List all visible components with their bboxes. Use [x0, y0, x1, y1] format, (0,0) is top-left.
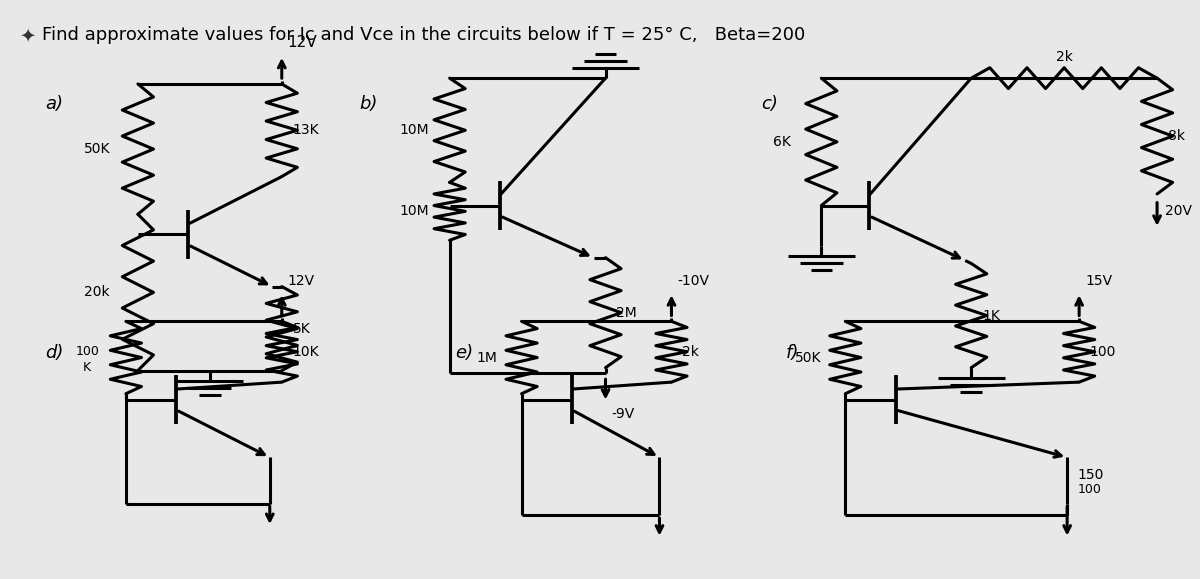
Text: 6K: 6K [773, 135, 791, 149]
Text: 20k: 20k [84, 285, 109, 299]
Text: 10M: 10M [400, 204, 428, 218]
Text: 12V: 12V [288, 35, 317, 50]
Text: a): a) [46, 95, 64, 113]
Text: 8k: 8k [1168, 129, 1184, 143]
Text: 1M: 1M [476, 350, 497, 365]
Text: Find approximate values for Ic and Vce in the circuits below if T = 25° C,   Bet: Find approximate values for Ic and Vce i… [42, 26, 805, 44]
Text: 50K: 50K [794, 350, 822, 365]
Text: 100: 100 [1078, 483, 1102, 496]
Text: 100: 100 [1090, 345, 1116, 359]
Text: ✦: ✦ [19, 26, 36, 45]
Text: 13K: 13K [293, 123, 319, 137]
Text: 150: 150 [1078, 468, 1104, 482]
Text: 2M: 2M [617, 306, 637, 320]
Text: 1K: 1K [982, 309, 1000, 323]
Text: e): e) [456, 344, 474, 362]
Text: 50K: 50K [84, 142, 110, 156]
Text: 100: 100 [76, 345, 100, 358]
Text: -10V: -10V [678, 274, 709, 288]
Text: 10M: 10M [400, 123, 428, 137]
Text: 20V: 20V [1165, 204, 1193, 218]
Text: f): f) [785, 344, 799, 362]
Text: 5K: 5K [293, 321, 311, 336]
Text: -9V: -9V [612, 407, 635, 421]
Text: 2k: 2k [1056, 50, 1073, 64]
Text: d): d) [46, 344, 64, 362]
Text: K: K [83, 361, 91, 375]
Text: 12V: 12V [288, 274, 314, 288]
Text: 15V: 15V [1085, 274, 1112, 288]
Text: c): c) [761, 95, 779, 113]
Text: 2k: 2k [683, 345, 700, 359]
Text: 10K: 10K [293, 345, 319, 359]
Text: b): b) [360, 95, 378, 113]
